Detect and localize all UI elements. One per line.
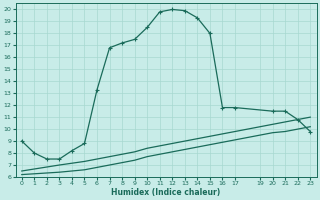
X-axis label: Humidex (Indice chaleur): Humidex (Indice chaleur) — [111, 188, 221, 197]
